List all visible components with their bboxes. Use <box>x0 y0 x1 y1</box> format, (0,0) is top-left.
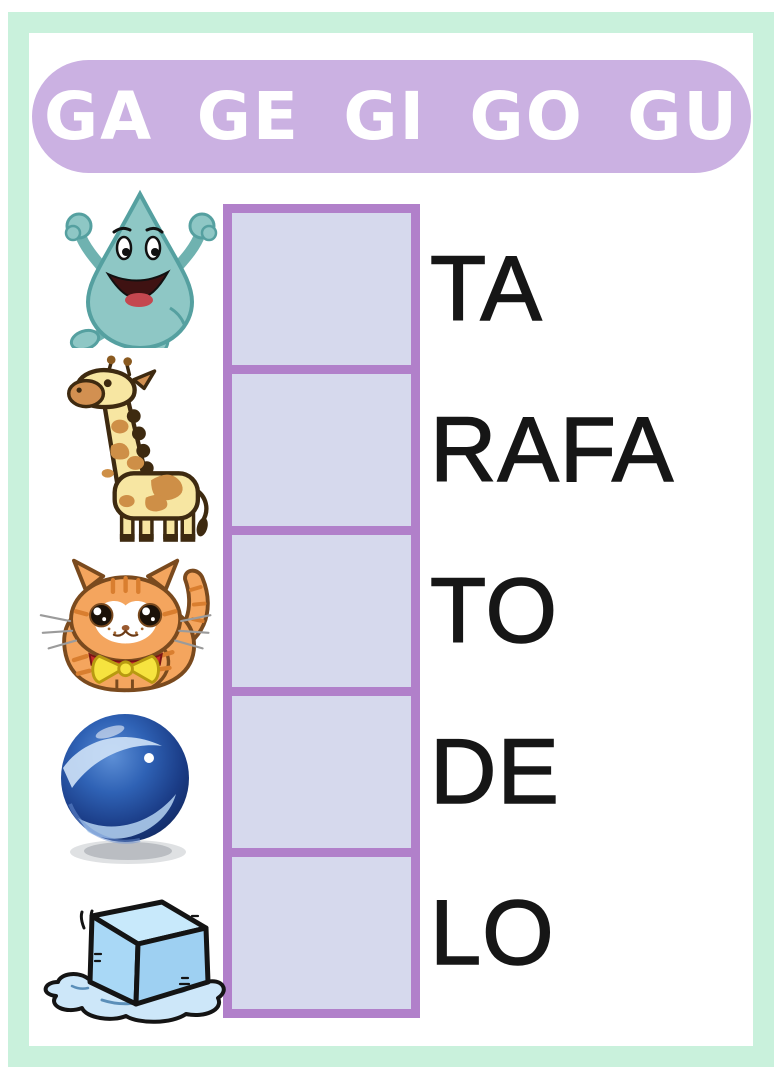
answer-box-column <box>223 204 420 1018</box>
syllable-gi: GI <box>343 77 427 155</box>
syllable-ga: GA <box>44 77 154 155</box>
word-suffix-5: LO <box>429 882 555 984</box>
syllable-gu: GU <box>627 77 739 155</box>
answer-box-row-5[interactable] <box>232 857 411 1009</box>
answer-box-row-2[interactable] <box>232 374 411 526</box>
water-drop-image <box>52 188 227 348</box>
word-suffix-3: TO <box>429 560 559 662</box>
word-suffix-4: DE <box>429 721 560 823</box>
syllable-ge: GE <box>196 77 300 155</box>
page-border-frame <box>8 12 774 1067</box>
answer-box-row-1[interactable] <box>232 213 411 365</box>
syllable-go: GO <box>469 77 584 155</box>
word-suffix-1: TA <box>429 238 543 340</box>
syllable-header-banner: GA GE GI GO GU <box>32 60 751 173</box>
answer-box-row-3[interactable] <box>232 535 411 687</box>
answer-box-row-4[interactable] <box>232 696 411 848</box>
word-suffix-2: RAFA <box>429 399 675 501</box>
giraffe-image <box>42 352 222 547</box>
cat-image <box>35 550 225 698</box>
marble-image <box>52 702 202 870</box>
ice-cube-image <box>32 886 237 1028</box>
